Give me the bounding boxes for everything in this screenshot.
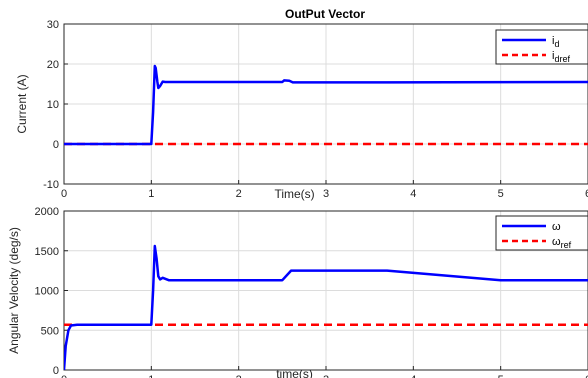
legend-subscript: dref <box>554 54 570 64</box>
legend-entry: ω <box>552 221 561 233</box>
x-tick-label: 1 <box>148 374 154 378</box>
x-tick-label: 6 <box>585 188 588 200</box>
chart-title: OutPut Vector <box>285 7 365 21</box>
x-tick-label: 6 <box>585 374 588 378</box>
series-line-- <box>64 244 588 370</box>
y-tick-label: 0 <box>53 365 59 377</box>
y-tick-label: 20 <box>47 59 59 71</box>
x-axis-label: Time(s) <box>274 187 314 201</box>
legend-entry: ωref <box>552 236 572 250</box>
legend-entry: id <box>552 35 559 49</box>
legend-main: i <box>552 35 554 47</box>
x-tick-label: 3 <box>323 374 329 378</box>
y-tick-label: -10 <box>43 179 59 191</box>
legend-box <box>495 215 588 251</box>
x-tick-label: 2 <box>236 188 242 200</box>
y-tick-label: 1500 <box>35 246 59 258</box>
legend-entry: idref <box>552 50 570 64</box>
y-tick-label: 2000 <box>35 206 59 218</box>
legend-main: i <box>552 50 554 62</box>
angular-velocity-axes: 0 1 2 3 4 5 6 0 500 1000 1500 2000 time(s) Angular Ve… <box>7 206 588 378</box>
legend-main: ω <box>552 221 561 233</box>
x-tick-label: 4 <box>410 374 416 378</box>
y-tick-label: 0 <box>53 139 59 151</box>
series-line-i-d <box>64 64 588 146</box>
y-tick-label: 500 <box>41 325 59 337</box>
x-tick-label: 5 <box>498 188 504 200</box>
legend-main: ω <box>552 236 561 248</box>
y-tick-label: 30 <box>47 19 59 31</box>
x-tick-label: 0 <box>61 374 67 378</box>
x-tick-label: 3 <box>323 188 329 200</box>
x-tick-label: 4 <box>410 188 416 200</box>
axes-box <box>63 210 588 371</box>
x-tick-label: 1 <box>148 188 154 200</box>
legend-box <box>495 29 588 65</box>
x-axis-label: time(s) <box>276 367 313 378</box>
x-tick-label: 2 <box>236 374 242 378</box>
axes-box <box>63 23 588 185</box>
x-tick-label: 0 <box>61 188 67 200</box>
y-tick-label: 1000 <box>35 286 59 298</box>
y-tick-label: 10 <box>47 99 59 111</box>
legend-subscript: ref <box>561 240 572 250</box>
legend-subscript: d <box>554 39 559 49</box>
x-tick-label: 5 <box>498 374 504 378</box>
y-axis-label: Angular Velocity (deg/s) <box>7 227 21 354</box>
y-axis-label: Current (A) <box>15 74 29 133</box>
